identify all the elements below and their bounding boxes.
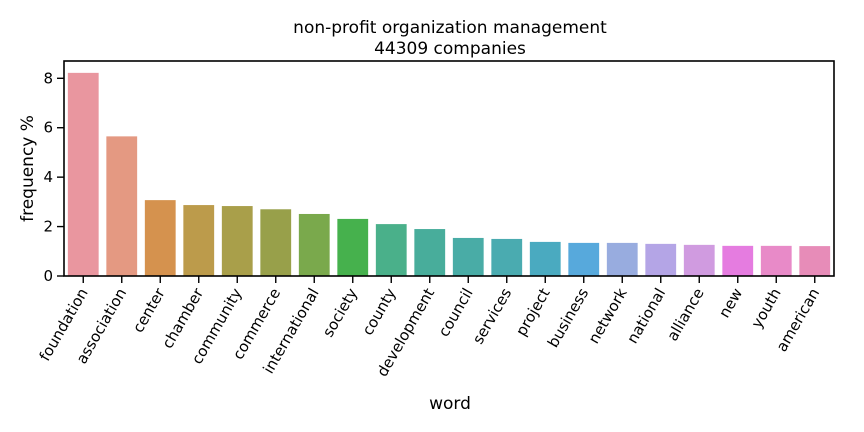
y-axis: 0 2 4 6 8 [43,69,64,285]
x-tick-label: county [359,285,400,338]
chart-title: non-profit organization management [293,18,607,38]
bar-council [452,237,484,276]
bar-foundation [67,72,99,276]
y-tick-label: 6 [43,119,53,137]
plot-frame [63,60,835,277]
y-tick-label: 2 [43,218,53,236]
x-tick-label: society [319,285,361,340]
bar-american [799,246,831,276]
bar-international [298,213,330,276]
y-tick-label: 8 [43,69,53,87]
bar-society [337,218,369,276]
bar-project [529,241,561,276]
x-tick-label: council [435,285,477,340]
bars-group [67,72,831,276]
bar-association [106,136,138,276]
bar-alliance [683,244,715,276]
x-tick-label: project [512,285,554,339]
x-tick-label: new [715,285,746,321]
bar-national [645,243,677,276]
x-tick-label: youth [748,285,785,331]
bar-commerce [260,209,292,276]
chart-subtitle: 44309 companies [374,39,526,59]
bar-new [722,245,754,276]
x-axis: foundationassociationcenterchambercommun… [36,276,823,380]
x-tick-label: center [129,284,169,336]
bar-community [221,206,253,276]
bar-services [491,238,523,276]
bar-county [375,224,407,276]
y-axis-title: frequency % [18,115,38,222]
bar-center [144,200,176,276]
bar-development [414,229,446,276]
bar-business [568,242,600,276]
x-axis-title: word [429,394,471,414]
y-tick-label: 4 [43,168,53,186]
bar-network [606,242,638,276]
bar-chamber [183,205,215,276]
y-tick-label: 0 [43,267,53,285]
bar-youth [760,245,792,276]
x-tick-label: alliance [663,285,708,344]
